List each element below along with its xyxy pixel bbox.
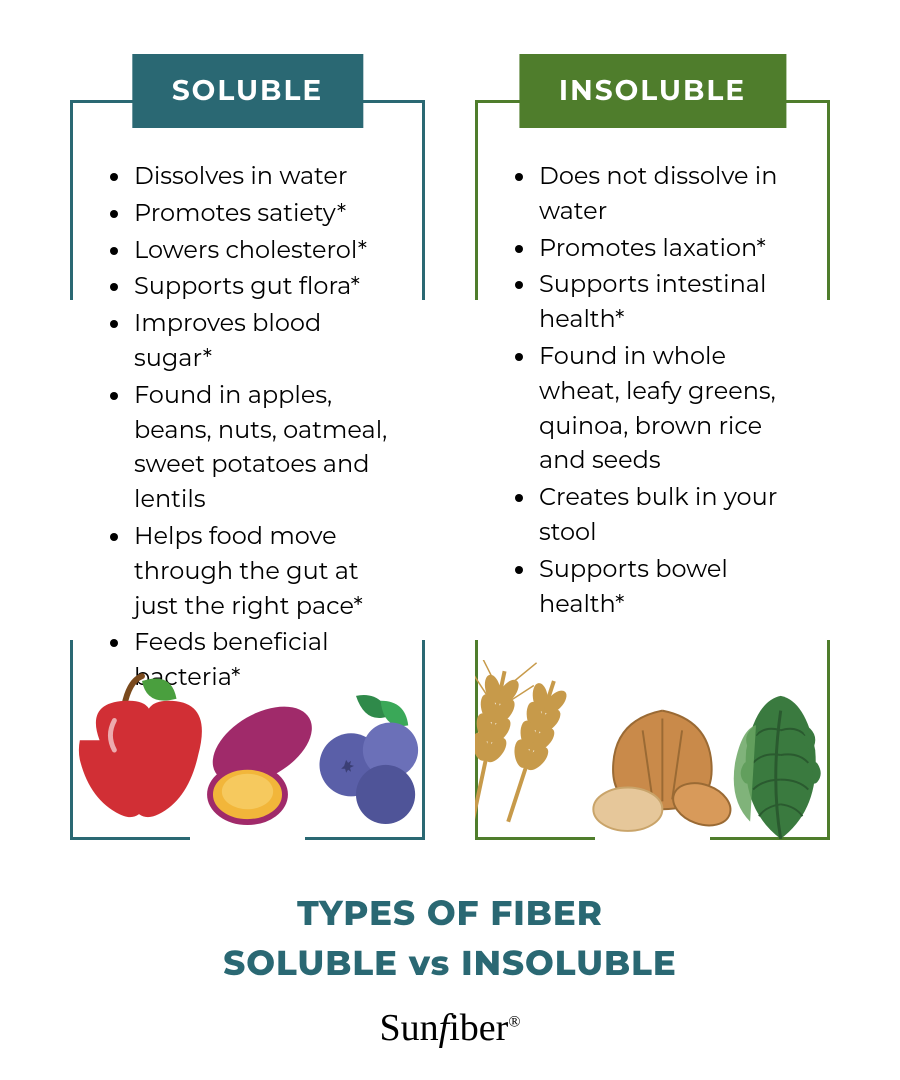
kale-icon bbox=[734, 696, 817, 839]
soluble-column: SOLUBLE Dissolves in waterPromotes satie… bbox=[70, 60, 425, 840]
list-item: Promotes laxation* bbox=[511, 232, 798, 267]
list-item: Supports intestinal health* bbox=[511, 268, 798, 338]
soluble-frame: Dissolves in waterPromotes satiety*Lower… bbox=[70, 100, 425, 840]
list-item: Found in whole wheat, leafy greens, quin… bbox=[511, 340, 798, 479]
list-item: Dissolves in water bbox=[106, 160, 393, 195]
list-item: Lowers cholesterol* bbox=[106, 234, 393, 269]
footer-line-1: TYPES OF FIBER bbox=[297, 892, 603, 934]
list-item: Supports bowel health* bbox=[511, 553, 798, 623]
almonds-icon bbox=[593, 711, 736, 833]
apple-icon bbox=[79, 676, 202, 817]
blueberries-icon bbox=[319, 695, 418, 824]
insoluble-illustrations bbox=[475, 660, 830, 850]
insoluble-list: Does not dissolve in waterPromotes laxat… bbox=[503, 160, 806, 622]
footer-line-2: SOLUBLE vs INSOLUBLE bbox=[223, 942, 677, 984]
infographic-canvas: SOLUBLE Dissolves in waterPromotes satie… bbox=[0, 0, 900, 1080]
soluble-illustrations bbox=[70, 660, 425, 850]
list-item: Promotes satiety* bbox=[106, 197, 393, 232]
footer-title: TYPES OF FIBER SOLUBLE vs INSOLUBLE bbox=[0, 889, 900, 988]
footer: TYPES OF FIBER SOLUBLE vs INSOLUBLE Sunf… bbox=[0, 889, 900, 1050]
brand-name: Sunfiber bbox=[380, 1007, 509, 1049]
soluble-foods-icon bbox=[70, 660, 425, 850]
sweet-potato-icon bbox=[200, 691, 325, 822]
insoluble-column: INSOLUBLE Does not dissolve in waterProm… bbox=[475, 60, 830, 840]
list-item: Helps food move through the gut at just … bbox=[106, 520, 393, 624]
list-item: Found in apples, beans, nuts, oatmeal, s… bbox=[106, 379, 393, 518]
list-item: Supports gut flora* bbox=[106, 270, 393, 305]
columns-wrapper: SOLUBLE Dissolves in waterPromotes satie… bbox=[0, 0, 900, 840]
brand-logo: Sunfiber® bbox=[0, 1006, 900, 1050]
list-item: Creates bulk in your stool bbox=[511, 481, 798, 551]
registered-mark: ® bbox=[508, 1013, 520, 1030]
insoluble-header: INSOLUBLE bbox=[519, 54, 786, 128]
soluble-list: Dissolves in waterPromotes satiety*Lower… bbox=[98, 160, 401, 696]
insoluble-frame: Does not dissolve in waterPromotes laxat… bbox=[475, 100, 830, 840]
insoluble-foods-icon bbox=[475, 660, 830, 850]
list-item: Improves blood sugar* bbox=[106, 307, 393, 377]
wheat-icon bbox=[475, 660, 573, 832]
list-item: Does not dissolve in water bbox=[511, 160, 798, 230]
soluble-header: SOLUBLE bbox=[132, 54, 363, 128]
